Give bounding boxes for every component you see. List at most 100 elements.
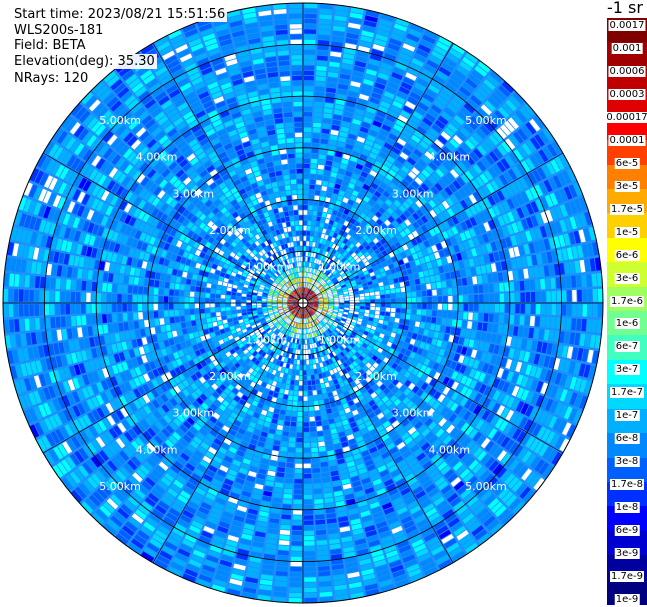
- ppi-gate: [304, 556, 316, 562]
- ppi-gate: [111, 412, 120, 424]
- ppi-gate: [168, 338, 175, 346]
- ppi-gate: [205, 266, 211, 273]
- ppi-gate: [207, 110, 218, 118]
- ppi-gate: [284, 309, 289, 313]
- ppi-gate: [289, 437, 296, 442]
- ppi-gate: [212, 425, 221, 433]
- ppi-gate: [269, 312, 274, 316]
- ppi-gate: [94, 336, 100, 347]
- ppi-gate: [55, 428, 65, 442]
- ppi-gate: [199, 213, 207, 221]
- ppi-gate: [371, 325, 377, 331]
- ppi-gate: [416, 388, 424, 397]
- ppi-gate: [262, 405, 269, 411]
- ppi-gate: [235, 355, 241, 362]
- ppi-gate: [301, 313, 303, 319]
- ppi-gate: [119, 395, 128, 406]
- ppi-gate: [474, 393, 482, 403]
- ppi-gate: [287, 452, 295, 458]
- ppi-gate: [379, 447, 388, 455]
- ppi-gate: [293, 303, 298, 304]
- ppi-gate: [299, 288, 302, 293]
- ppi-gate: [379, 343, 386, 349]
- ppi-gate: [222, 425, 230, 433]
- ppi-gate: [205, 333, 211, 340]
- ppi-gate: [253, 264, 259, 270]
- ppi-gate: [237, 330, 243, 336]
- ppi-gate: [82, 445, 93, 457]
- ppi-gate: [45, 317, 51, 329]
- ppi-gate: [330, 326, 335, 331]
- ppi-gate: [23, 214, 32, 228]
- ppi-gate: [215, 227, 222, 234]
- ppi-gate: [525, 391, 534, 403]
- ppi-gate: [152, 399, 160, 409]
- ppi-gate: [207, 338, 213, 345]
- ppi-gate: [262, 301, 267, 303]
- ppi-gate: [475, 331, 482, 340]
- ppi-gate: [559, 404, 568, 418]
- ppi-gate: [507, 476, 519, 489]
- ppi-gate: [34, 318, 41, 330]
- ppi-gate: [72, 189, 81, 201]
- ppi-gate: [282, 340, 286, 346]
- ppi-gate: [400, 549, 414, 559]
- ppi-gate: [252, 295, 257, 298]
- ppi-gate: [272, 283, 277, 288]
- ppi-gate: [308, 323, 311, 328]
- ppi-gate: [143, 74, 156, 85]
- ppi-gate: [102, 272, 109, 282]
- ppi-gate: [253, 255, 259, 261]
- ppi-gate: [153, 186, 162, 196]
- ppi-gate: [279, 212, 285, 218]
- ppi-gate: [147, 402, 156, 412]
- ppi-gate: [568, 361, 576, 374]
- ppi-gate: [404, 422, 413, 431]
- ppi-gate: [259, 463, 268, 470]
- ppi-gate: [288, 320, 292, 325]
- ppi-gate: [329, 352, 334, 358]
- ppi-gate: [500, 470, 511, 482]
- ppi-gate: [500, 335, 507, 345]
- ppi-gate: [203, 187, 212, 195]
- ppi-gate: [232, 352, 239, 358]
- ppi-gate: [150, 327, 156, 335]
- ppi-gate: [185, 115, 196, 125]
- ppi-gate: [481, 410, 491, 421]
- ppi-gate: [134, 509, 147, 520]
- ppi-gate: [167, 59, 180, 70]
- ppi-gate: [349, 310, 354, 314]
- ppi-gate: [190, 374, 198, 382]
- ppi-gate: [266, 355, 272, 361]
- ppi-gate: [564, 375, 573, 388]
- ppi-gate: [215, 330, 221, 336]
- ppi-gate: [432, 401, 441, 410]
- ppi-gate: [106, 366, 114, 377]
- ppi-gate: [166, 235, 174, 244]
- ppi-gate: [530, 393, 539, 405]
- ppi-gate: [340, 414, 347, 421]
- ppi-gate: [317, 368, 322, 374]
- ppi-gate: [294, 262, 298, 268]
- ppi-gate: [257, 379, 263, 386]
- ppi-gate: [268, 465, 277, 472]
- ppi-gate: [259, 213, 265, 220]
- ppi-gate: [117, 173, 127, 184]
- ppi-gate: [142, 445, 153, 456]
- ppi-gate: [282, 431, 289, 437]
- ppi-gate: [248, 225, 255, 232]
- ppi-gate: [338, 516, 349, 523]
- ppi-gate: [356, 548, 369, 556]
- ppi-gate: [523, 327, 529, 338]
- ppi-gate: [487, 498, 500, 510]
- ppi-gate: [592, 350, 599, 364]
- ppi-gate: [391, 303, 396, 308]
- ppi-gate: [198, 574, 213, 583]
- ppi-gate: [300, 324, 302, 329]
- ppi-gate: [304, 313, 306, 318]
- ppi-gate: [290, 421, 297, 427]
- ppi-gate: [273, 392, 279, 398]
- ppi-gate: [304, 535, 315, 541]
- ppi-gate: [271, 203, 277, 209]
- ppi-gate: [301, 334, 303, 339]
